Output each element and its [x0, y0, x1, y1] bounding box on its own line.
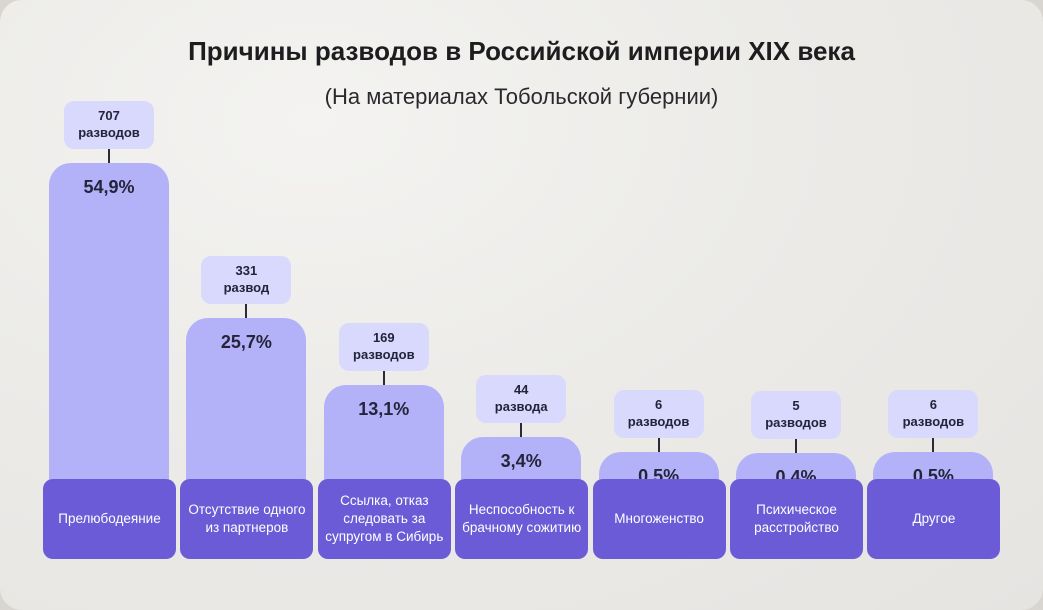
count-number: 44 [513, 381, 529, 397]
value-label: 25,7% [220, 332, 272, 353]
connector-line [657, 438, 660, 453]
category-label: Психическое расстройство [730, 479, 863, 559]
count-number: 169 [372, 330, 395, 346]
connector-line [382, 371, 385, 386]
value-label: 54,9% [83, 177, 135, 197]
category-label: Ссылка, отказ следовать за супругом в Си… [317, 479, 451, 559]
bar [49, 163, 169, 489]
count-label: 169 разводов [338, 323, 429, 372]
count-unit: разводов [78, 125, 140, 140]
count-number: 5 [792, 397, 800, 413]
count-unit: разводов [902, 414, 965, 430]
count-label: 6 разводов [613, 390, 704, 439]
count-number: 6 [929, 397, 937, 413]
category-label: Отсутствие одного из партнеров [180, 479, 314, 559]
count-label: 6 разводов [888, 390, 979, 439]
count-unit: разводов [353, 347, 415, 363]
connector-line [108, 149, 110, 163]
count-number: 707 [98, 108, 120, 123]
count-number: 6 [654, 397, 663, 413]
count-label: 5 разводов [751, 390, 841, 439]
count-unit: развод [223, 280, 270, 296]
count-label: 44 развода [476, 374, 567, 423]
count-label: 331 развод [201, 256, 292, 305]
category-label: Неспособность к брачному сожитию [455, 479, 589, 559]
chart-title: Причины разводов в Российской империи XI… [188, 36, 855, 66]
category-label: Прелюбодеяние [43, 479, 176, 559]
chart-subtitle: (На материалах Тобольской губернии) [324, 84, 719, 109]
connector-line [245, 304, 248, 319]
count-number: 331 [235, 263, 258, 279]
category-label: Другое [867, 479, 1001, 559]
bar [323, 385, 444, 489]
connector-line [795, 438, 797, 453]
value-label: 13,1% [358, 399, 410, 420]
count-unit: разводов [627, 414, 690, 430]
connector-line [932, 438, 935, 453]
count-label: 707 разводов [64, 101, 154, 149]
connector-line [520, 422, 523, 437]
bar [186, 318, 307, 489]
category-label: Многоженство [592, 479, 726, 559]
value-label: 3,4% [500, 450, 542, 471]
count-unit: разводов [765, 414, 827, 430]
count-unit: развода [494, 398, 548, 414]
